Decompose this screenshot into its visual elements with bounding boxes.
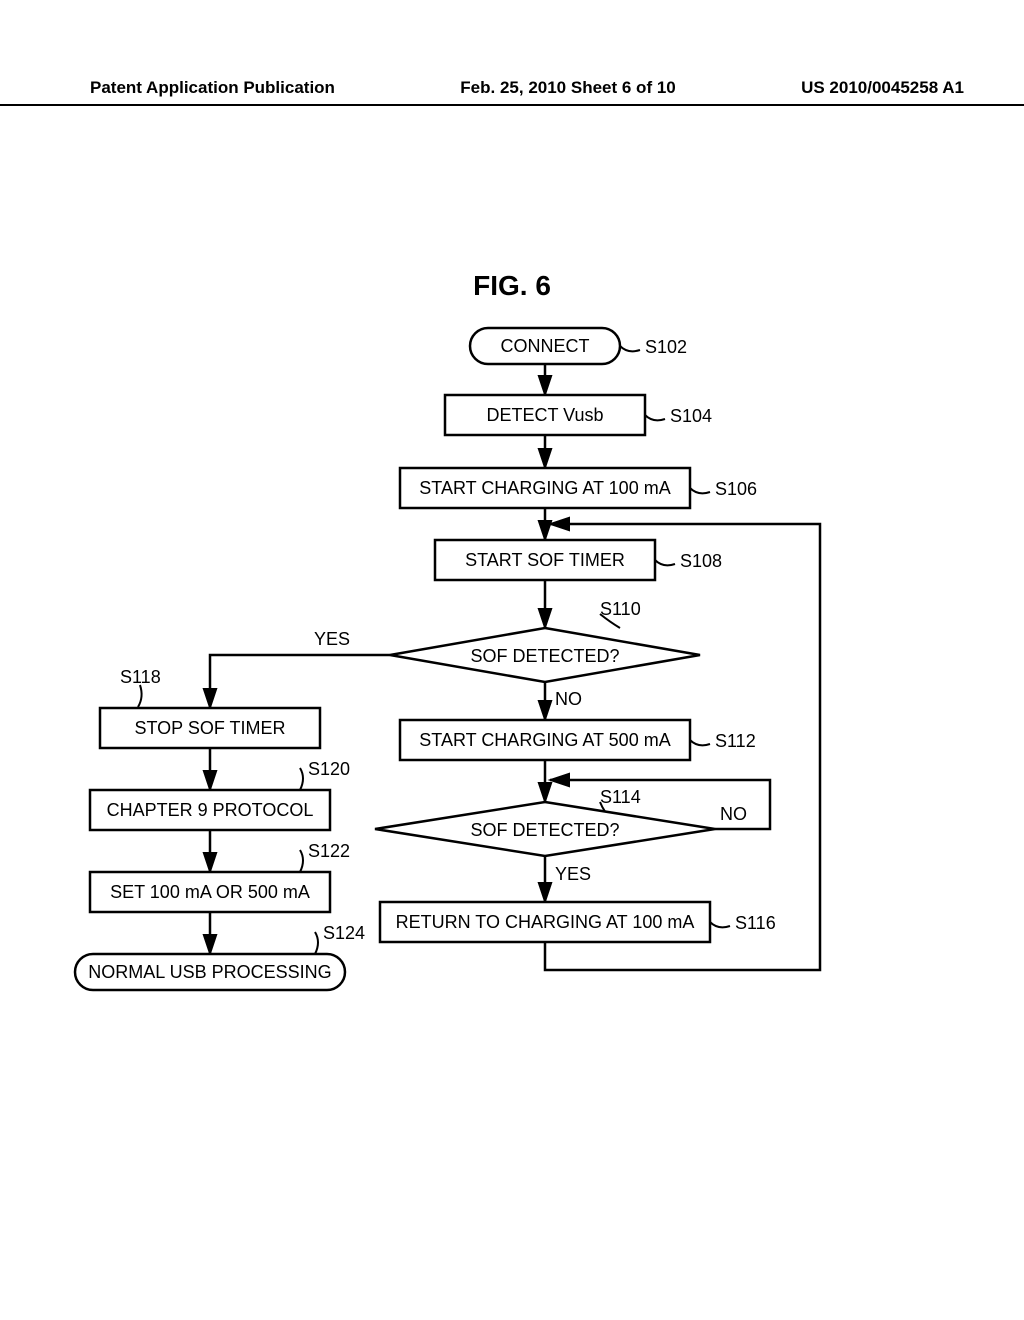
leader-s108 <box>655 560 675 565</box>
node-stop-sof-timer-text: STOP SOF TIMER <box>134 718 285 738</box>
leader-s104 <box>645 415 665 420</box>
leader-s124 <box>315 932 318 954</box>
node-set-current-text: SET 100 mA OR 500 mA <box>110 882 310 902</box>
node-sof-detected-2-text: SOF DETECTED? <box>470 820 619 840</box>
leader-s118 <box>138 685 142 707</box>
node-start-100-text: START CHARGING AT 100 mA <box>419 478 670 498</box>
label-s124: S124 <box>323 923 365 943</box>
leader-s102 <box>620 346 640 351</box>
header-center: Feb. 25, 2010 Sheet 6 of 10 <box>460 78 675 98</box>
label-s112: S112 <box>715 731 756 751</box>
label-s120: S120 <box>308 759 350 779</box>
label-s106: S106 <box>715 479 757 499</box>
label-s108: S108 <box>680 551 722 571</box>
label-s118: S118 <box>120 667 161 687</box>
node-start-500-text: START CHARGING AT 500 mA <box>419 730 670 750</box>
flowchart: CONNECT S102 DETECT Vusb S104 START CHAR… <box>60 310 960 1090</box>
node-detect-vusb-text: DETECT Vusb <box>486 405 603 425</box>
label-s122: S122 <box>308 841 350 861</box>
label-s110: S110 <box>600 599 641 619</box>
header-right: US 2010/0045258 A1 <box>801 78 964 98</box>
node-connect-text: CONNECT <box>501 336 590 356</box>
label-yes-114: YES <box>555 864 591 884</box>
label-s102: S102 <box>645 337 687 357</box>
arrow-110-yes <box>210 655 390 708</box>
label-no-110: NO <box>555 689 582 709</box>
label-no-114: NO <box>720 804 747 824</box>
leader-s116 <box>710 922 730 927</box>
label-s114: S114 <box>600 787 641 807</box>
leader-s120 <box>300 768 303 790</box>
label-yes-110: YES <box>314 629 350 649</box>
leader-s122 <box>300 850 303 872</box>
node-chapter9-text: CHAPTER 9 PROTOCOL <box>107 800 314 820</box>
figure-title: FIG. 6 <box>0 270 1024 302</box>
node-return-100-text: RETURN TO CHARGING AT 100 mA <box>396 912 695 932</box>
leader-s106 <box>690 488 710 493</box>
leader-s112 <box>690 740 710 745</box>
node-sof-detected-1-text: SOF DETECTED? <box>470 646 619 666</box>
page: Patent Application Publication Feb. 25, … <box>0 0 1024 1320</box>
label-s104: S104 <box>670 406 712 426</box>
label-s116: S116 <box>735 913 776 933</box>
page-header: Patent Application Publication Feb. 25, … <box>0 78 1024 106</box>
header-left: Patent Application Publication <box>90 78 335 98</box>
node-start-sof-timer-text: START SOF TIMER <box>465 550 625 570</box>
node-normal-usb-text: NORMAL USB PROCESSING <box>88 962 331 982</box>
